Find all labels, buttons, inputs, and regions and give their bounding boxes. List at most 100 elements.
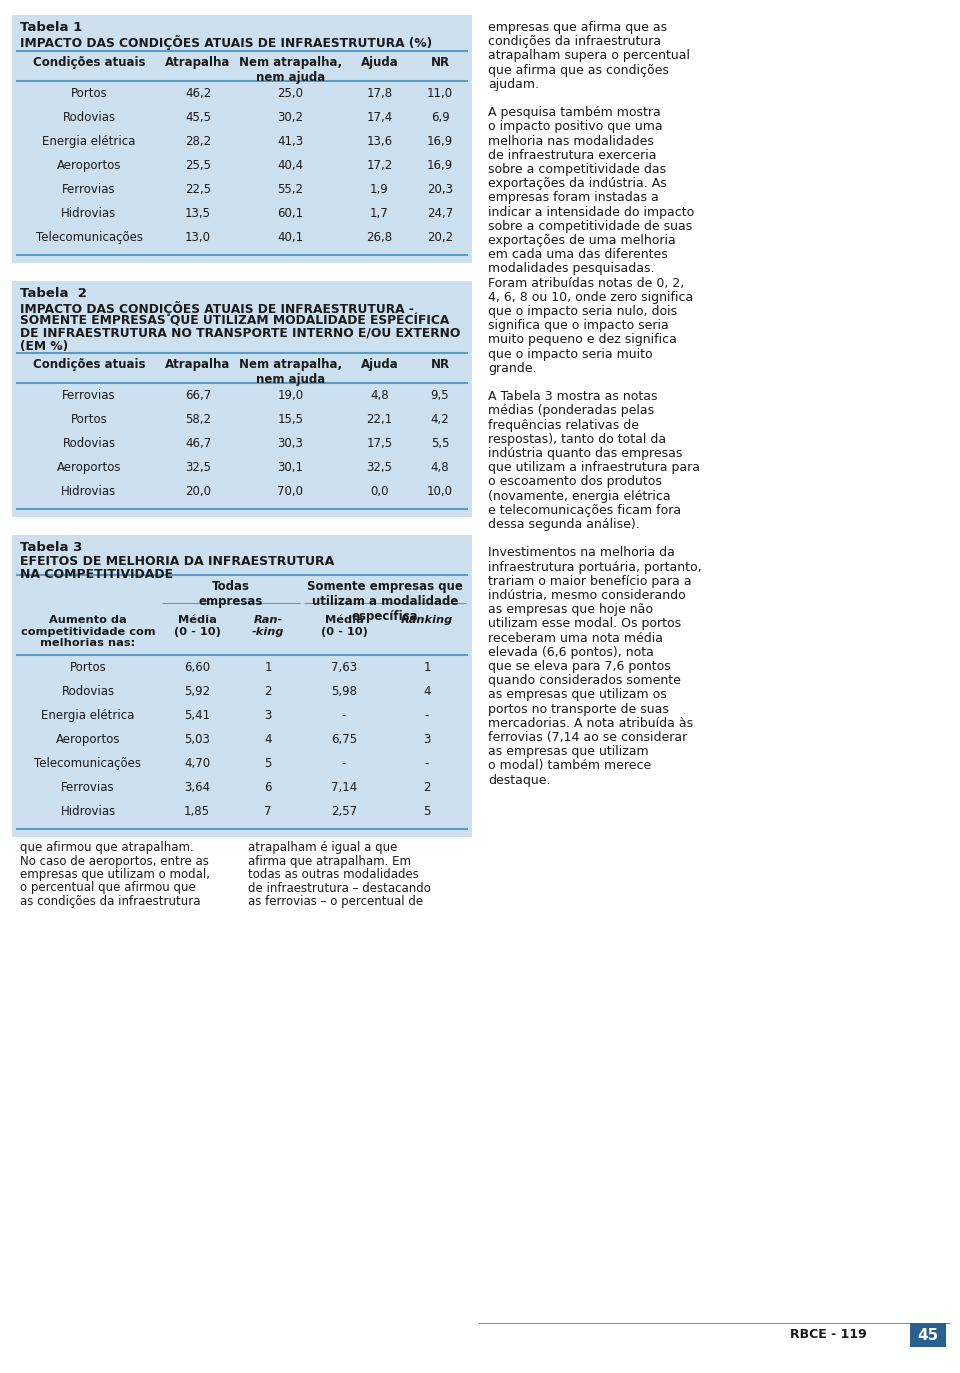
Text: 70,0: 70,0 xyxy=(277,485,303,498)
Text: 45,5: 45,5 xyxy=(185,111,211,124)
Text: Ferrovias: Ferrovias xyxy=(62,389,116,402)
Text: as condições da infraestrutura: as condições da infraestrutura xyxy=(20,895,201,908)
Text: Foram atribuídas notas de 0, 2,: Foram atribuídas notas de 0, 2, xyxy=(488,276,684,290)
Text: 66,7: 66,7 xyxy=(185,389,211,402)
Text: utilizam esse modal. Os portos: utilizam esse modal. Os portos xyxy=(488,618,682,630)
Text: 1,85: 1,85 xyxy=(184,805,210,818)
Text: 7,63: 7,63 xyxy=(331,660,357,674)
Text: Tabela 3: Tabela 3 xyxy=(20,541,83,553)
Text: que afirma que as condições: que afirma que as condições xyxy=(488,63,669,77)
Text: 3,64: 3,64 xyxy=(184,781,210,794)
Text: mercadorias. A nota atribuída às: mercadorias. A nota atribuída às xyxy=(488,717,693,730)
Text: 5,92: 5,92 xyxy=(184,685,210,697)
Text: 20,3: 20,3 xyxy=(427,183,453,196)
Text: 16,9: 16,9 xyxy=(427,159,453,172)
Text: Aeroportos: Aeroportos xyxy=(57,159,121,172)
Text: 25,0: 25,0 xyxy=(277,86,303,100)
Text: 17,8: 17,8 xyxy=(367,86,393,100)
Text: modalidades pesquisadas.: modalidades pesquisadas. xyxy=(488,262,655,276)
Text: 17,5: 17,5 xyxy=(367,437,393,450)
Text: atrapalham supera o percentual: atrapalham supera o percentual xyxy=(488,49,690,62)
Text: ferrovias (7,14 ao se considerar: ferrovias (7,14 ao se considerar xyxy=(488,730,687,744)
Text: 32,5: 32,5 xyxy=(185,461,211,474)
Text: 4,8: 4,8 xyxy=(431,461,449,474)
Text: Condições atuais: Condições atuais xyxy=(33,358,145,371)
Text: -: - xyxy=(425,708,429,722)
Text: em cada uma das diferentes: em cada uma das diferentes xyxy=(488,249,668,261)
Text: A pesquisa também mostra: A pesquisa também mostra xyxy=(488,106,660,119)
Text: 26,8: 26,8 xyxy=(367,231,393,244)
Text: 32,5: 32,5 xyxy=(367,461,393,474)
Text: 3: 3 xyxy=(264,708,272,722)
Text: indústria quanto das empresas: indústria quanto das empresas xyxy=(488,448,683,460)
Text: dessa segunda análise).: dessa segunda análise). xyxy=(488,518,639,531)
Text: 4: 4 xyxy=(423,685,431,697)
Text: Energia elétrica: Energia elétrica xyxy=(42,135,135,148)
Text: que se eleva para 7,6 pontos: que se eleva para 7,6 pontos xyxy=(488,660,671,673)
Text: 6,75: 6,75 xyxy=(331,733,357,746)
Text: indústria, mesmo considerando: indústria, mesmo considerando xyxy=(488,589,685,601)
Text: IMPACTO DAS CONDIÇÕES ATUAIS DE INFRAESTRUTURA -: IMPACTO DAS CONDIÇÕES ATUAIS DE INFRAEST… xyxy=(20,301,414,316)
Text: Ajuda: Ajuda xyxy=(361,56,398,69)
Text: 22,5: 22,5 xyxy=(185,183,211,196)
Text: 5,41: 5,41 xyxy=(184,708,210,722)
Text: 13,5: 13,5 xyxy=(185,207,211,220)
Text: Nem atrapalha,
nem ajuda: Nem atrapalha, nem ajuda xyxy=(239,358,342,386)
Text: 17,4: 17,4 xyxy=(367,111,393,124)
Text: Rodovias: Rodovias xyxy=(61,685,114,697)
Text: as empresas que hoje não: as empresas que hoje não xyxy=(488,603,653,616)
Text: 30,2: 30,2 xyxy=(277,111,303,124)
Text: 58,2: 58,2 xyxy=(185,413,211,426)
Text: portos no transporte de suas: portos no transporte de suas xyxy=(488,703,669,715)
Text: todas as outras modalidades: todas as outras modalidades xyxy=(248,868,419,881)
Text: 2: 2 xyxy=(264,685,272,697)
Text: SOMENTE EMPRESAS QUE UTILIZAM MODALIDADE ESPECÍFICA: SOMENTE EMPRESAS QUE UTILIZAM MODALIDADE… xyxy=(20,314,449,327)
Text: receberam uma nota média: receberam uma nota média xyxy=(488,632,663,644)
Text: e telecomunicações ficam fora: e telecomunicações ficam fora xyxy=(488,504,682,516)
Text: 5: 5 xyxy=(423,805,431,818)
Text: significa que o impacto seria: significa que o impacto seria xyxy=(488,319,669,332)
Text: indicar a intensidade do impacto: indicar a intensidade do impacto xyxy=(488,206,694,218)
Text: destaque.: destaque. xyxy=(488,773,550,787)
Text: Hidrovias: Hidrovias xyxy=(61,207,116,220)
Text: Ferrovias: Ferrovias xyxy=(61,781,115,794)
Text: 40,4: 40,4 xyxy=(277,159,303,172)
Text: quando considerados somente: quando considerados somente xyxy=(488,674,681,688)
Text: empresas que afirma que as: empresas que afirma que as xyxy=(488,21,667,34)
Text: 15,5: 15,5 xyxy=(277,413,303,426)
Text: 2,57: 2,57 xyxy=(331,805,357,818)
Text: 20,2: 20,2 xyxy=(427,231,453,244)
Text: 55,2: 55,2 xyxy=(277,183,303,196)
Text: 7: 7 xyxy=(264,805,272,818)
Text: -: - xyxy=(342,708,347,722)
Text: 2: 2 xyxy=(423,781,431,794)
Text: Tabela 1: Tabela 1 xyxy=(20,21,83,34)
Text: 13,6: 13,6 xyxy=(367,135,393,148)
Text: Ferrovias: Ferrovias xyxy=(62,183,116,196)
Text: Somente empresas que
utilizam a modalidade
específica: Somente empresas que utilizam a modalida… xyxy=(307,579,463,623)
Text: 4: 4 xyxy=(264,733,272,746)
Text: 13,0: 13,0 xyxy=(185,231,211,244)
Bar xyxy=(12,281,472,518)
Text: 6,60: 6,60 xyxy=(184,660,210,674)
Text: Ran-
-king: Ran- -king xyxy=(252,615,284,637)
Text: Telecomunicações: Telecomunicações xyxy=(35,757,141,770)
Text: 6: 6 xyxy=(264,781,272,794)
Text: muito pequeno e dez significa: muito pequeno e dez significa xyxy=(488,334,677,346)
Text: que afirmou que atrapalham.: que afirmou que atrapalham. xyxy=(20,842,194,854)
Text: 16,9: 16,9 xyxy=(427,135,453,148)
Text: NR: NR xyxy=(430,358,449,371)
Bar xyxy=(12,15,472,264)
Text: Investimentos na melhoria da: Investimentos na melhoria da xyxy=(488,546,675,559)
Text: Ajuda: Ajuda xyxy=(361,358,398,371)
Text: elevada (6,6 pontos), nota: elevada (6,6 pontos), nota xyxy=(488,645,654,659)
Text: 1,9: 1,9 xyxy=(371,183,389,196)
Bar xyxy=(12,535,472,838)
Text: 25,5: 25,5 xyxy=(185,159,211,172)
Text: 1: 1 xyxy=(423,660,431,674)
Text: exportações da indústria. As: exportações da indústria. As xyxy=(488,177,667,191)
Text: que o impacto seria muito: que o impacto seria muito xyxy=(488,347,653,361)
Text: 45: 45 xyxy=(918,1328,939,1343)
Text: de infraestrutura exerceria: de infraestrutura exerceria xyxy=(488,148,657,162)
Text: empresas foram instadas a: empresas foram instadas a xyxy=(488,191,659,205)
